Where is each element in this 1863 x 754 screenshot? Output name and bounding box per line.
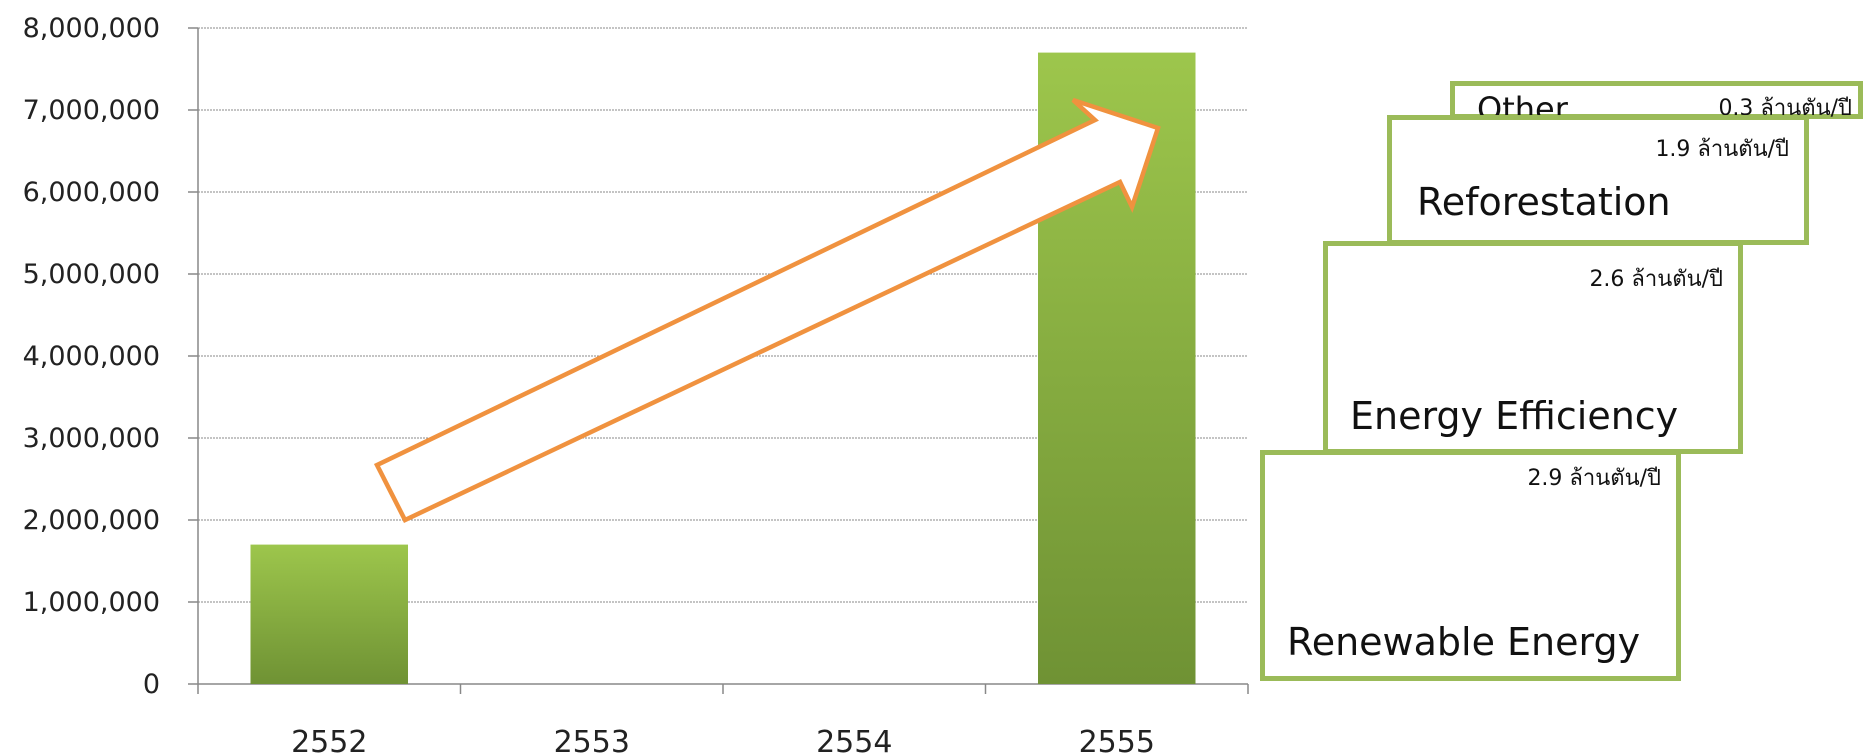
y-tick-label: 0 <box>143 669 160 700</box>
box-name-energy-efficiency: Energy Efficiency <box>1350 394 1679 438</box>
y-tick-label: 5,000,000 <box>23 259 160 290</box>
y-tick-label: 8,000,000 <box>23 13 160 44</box>
box-value-energy-efficiency: 2.6 ล้านตัน/ปี <box>1589 267 1723 292</box>
y-tick-label: 2,000,000 <box>23 505 160 536</box>
box-name-renewable-energy: Renewable Energy <box>1287 620 1641 664</box>
box-other: Other 0.3 ล้านตัน/ปี <box>1450 81 1863 128</box>
x-tick-label: 2555 <box>1079 725 1155 754</box>
y-tick-label: 7,000,000 <box>23 95 160 126</box>
box-value-reforestation: 1.9 ล้านตัน/ปี <box>1655 137 1789 162</box>
box-value-renewable-energy: 2.9 ล้านตัน/ปี <box>1527 466 1661 491</box>
box-reforestation: 1.9 ล้านตัน/ปี Reforestation <box>1387 115 1809 245</box>
y-tick-label: 4,000,000 <box>23 341 160 372</box>
gridlines <box>198 27 1248 603</box>
box-renewable-energy: 2.9 ล้านตัน/ปี Renewable Energy <box>1260 450 1681 681</box>
y-tick-label: 3,000,000 <box>23 423 160 454</box>
y-tick-label: 1,000,000 <box>23 587 160 618</box>
x-tick-label: 2553 <box>554 725 630 754</box>
x-axis: 2552 2553 2554 2555 <box>197 683 1249 754</box>
box-name-reforestation: Reforestation <box>1417 180 1671 224</box>
y-axis: 0 1,000,000 2,000,000 3,000,000 4,000,000 5,0… <box>23 13 199 700</box>
growth-arrow-icon <box>373 97 1161 523</box>
bar-2552 <box>250 544 408 684</box>
y-tick-label: 6,000,000 <box>23 177 160 208</box>
box-energy-efficiency: 2.6 ล้านตัน/ปี Energy Efficiency <box>1323 241 1743 454</box>
x-tick-label: 2552 <box>291 725 367 754</box>
x-tick-label: 2554 <box>816 725 892 754</box>
